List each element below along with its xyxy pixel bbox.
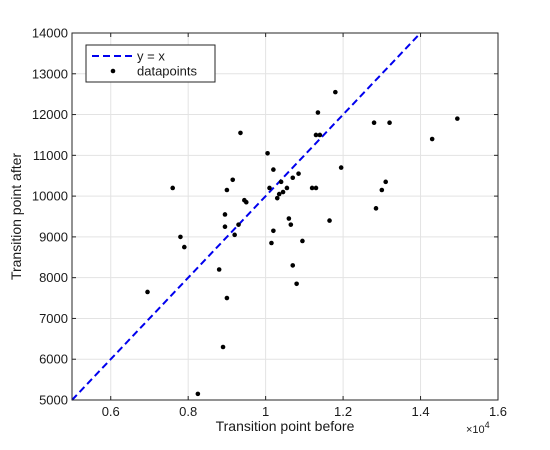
y-tick-label: 8000	[39, 270, 68, 285]
data-point	[315, 110, 321, 115]
data-point	[290, 175, 296, 181]
data-point	[290, 263, 296, 268]
data-point	[145, 289, 150, 295]
data-point	[338, 165, 344, 170]
data-point	[271, 167, 276, 172]
x-tick-label: 0.6	[102, 404, 120, 419]
axis-ticks: 0.6 0.8 1 1.2 1.4 1.6 5000 6000 7000 8000 9000 1000…	[32, 26, 507, 420]
x-tick-label: 1	[262, 404, 269, 419]
plot-frame	[71, 32, 499, 401]
data-point	[317, 132, 323, 138]
data-point	[284, 185, 290, 191]
x-tick-label: 0.8	[179, 404, 197, 419]
x-axis-exponent: ×104	[466, 420, 490, 436]
data-point	[371, 120, 377, 126]
data-point	[379, 187, 385, 193]
data-point	[224, 187, 230, 193]
x-tick-label: 1.4	[412, 404, 430, 419]
data-point	[182, 244, 187, 250]
plot-series	[71, 32, 460, 401]
data-point	[271, 228, 276, 234]
data-point	[313, 185, 319, 191]
y-tick-label: 6000	[39, 352, 68, 367]
data-point	[313, 132, 319, 138]
data-point	[267, 185, 272, 191]
data-point	[236, 222, 241, 227]
data-point	[269, 240, 274, 246]
data-point	[216, 267, 222, 272]
y-tick-label: 10000	[32, 189, 68, 204]
x-tick-label: 1.6	[489, 404, 507, 419]
legend-label-line: y = x	[137, 49, 165, 64]
data-point	[294, 281, 299, 287]
data-point	[195, 391, 201, 397]
data-point	[220, 344, 226, 350]
x-axis-exponent-base: ×10	[466, 424, 485, 436]
y-tick-label: 12000	[32, 107, 68, 122]
data-point	[276, 191, 282, 197]
data-point	[333, 89, 338, 95]
data-point	[387, 120, 392, 126]
data-point	[296, 171, 301, 176]
data-point	[232, 232, 237, 238]
y-tick-label: 5000	[39, 393, 68, 408]
data-point	[288, 222, 294, 227]
data-point	[300, 238, 305, 244]
y-tick-label: 13000	[32, 66, 68, 81]
legend: y = x datapoints	[85, 44, 216, 83]
identity-line	[71, 32, 422, 401]
x-axis-label: Transition point before	[216, 418, 355, 434]
data-point	[373, 206, 379, 211]
data-point	[265, 150, 270, 156]
data-point	[170, 185, 175, 191]
legend-label-datapoints: datapoints	[137, 64, 197, 79]
y-tick-label: 7000	[39, 311, 68, 326]
data-point	[178, 234, 183, 240]
data-point	[280, 189, 286, 195]
y-tick-label: 14000	[32, 26, 68, 41]
data-point	[309, 185, 315, 191]
grid	[72, 32, 499, 401]
data-point	[230, 177, 236, 183]
data-point	[274, 195, 280, 201]
y-axis-label: Transition point after	[8, 153, 24, 280]
data-point	[383, 179, 388, 185]
data-point	[222, 224, 228, 229]
legend-dot-swatch	[110, 68, 116, 74]
data-point	[222, 212, 228, 217]
data-point	[224, 295, 230, 301]
data-point	[243, 199, 249, 205]
y-tick-label: 9000	[39, 229, 68, 244]
data-point	[238, 130, 243, 136]
y-tick-label: 11000	[33, 148, 68, 163]
data-point	[455, 116, 460, 121]
legend-box	[85, 44, 216, 83]
data-point	[327, 218, 332, 223]
x-tick-label: 1.2	[334, 404, 352, 419]
data-point	[278, 179, 284, 185]
data-point	[286, 216, 292, 221]
data-point	[429, 136, 435, 142]
x-axis-exponent-power: 4	[485, 420, 490, 430]
